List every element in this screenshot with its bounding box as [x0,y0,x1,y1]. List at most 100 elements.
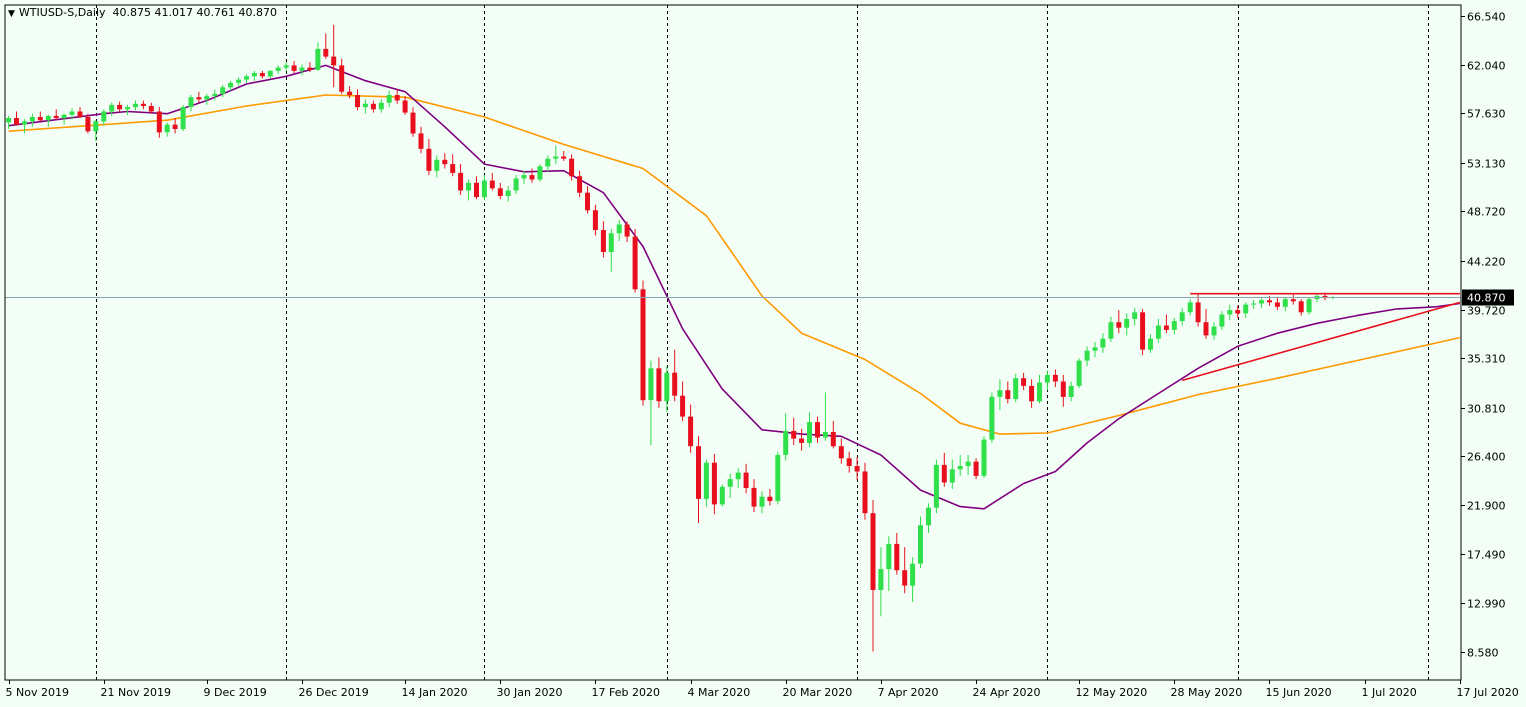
candle [299,64,305,76]
candle-body [672,372,678,396]
candle [410,107,416,137]
candle [117,101,123,112]
symbol-label: WTIUSD-S,Daily [18,6,106,19]
candle-body [688,416,694,447]
candle-body [616,224,622,234]
candle [886,536,892,592]
ma-slow-layer [8,94,1460,435]
candle-body [378,102,384,110]
candle [1140,309,1146,356]
price-tag [1462,289,1514,306]
y-tick-label: 48.720 [1467,206,1506,219]
candle-body [489,180,495,189]
x-tick-label: 28 May 2020 [1171,686,1243,699]
candle-body [1243,304,1249,314]
x-tick-label: 24 Apr 2020 [973,686,1041,699]
y-tick-label: 35.310 [1467,353,1506,366]
candle-body [553,156,559,159]
candle [1171,317,1177,335]
trendline [1181,301,1461,382]
candle [1044,370,1050,391]
candle [553,145,559,165]
candle-body [251,73,257,77]
candle [529,168,535,183]
candle [93,120,99,142]
candle-body [497,188,503,196]
candle-body [1116,322,1122,328]
candle [1037,374,1042,404]
candle-body [1163,325,1169,330]
candle-body [735,472,741,480]
x-tick-label: 17 Jul 2020 [1457,686,1519,699]
candle-body [1155,325,1161,339]
candle [569,154,575,181]
candle [632,228,638,293]
candle-body [220,87,226,94]
ma-slow-line [8,94,1460,435]
candle-body [1092,347,1098,351]
candle-body [1005,390,1011,399]
candle [355,89,360,111]
candle-body [6,118,12,123]
candle [1163,314,1169,334]
candle-body [640,289,646,401]
candle-body [386,95,392,103]
y-tick-label: 53.130 [1467,158,1506,171]
candle [600,221,606,258]
candle [1155,318,1161,343]
candle [735,468,741,488]
candle-body [1251,303,1257,305]
candle-body [521,175,527,179]
candle-body [949,469,955,483]
candle [1052,369,1058,387]
candle-body [1267,300,1272,303]
candle [585,186,590,214]
candle-body [1084,350,1090,361]
plot-frame [4,4,1462,681]
candle-body [370,103,376,110]
candle-body [418,133,424,149]
candle-body [61,114,67,119]
candle-body [212,93,218,97]
candle [608,228,614,272]
candle [767,489,773,506]
candle-body [910,563,916,586]
candle-body [727,479,733,487]
candle [180,104,186,132]
candle [933,459,939,514]
x-tick-label: 21 Nov 2019 [101,686,171,699]
candle [244,74,249,83]
candle [1259,298,1264,308]
x-tick-label: 12 May 2020 [1076,686,1148,699]
candle-body [941,464,947,483]
candle-body [1203,322,1209,336]
candle [323,33,329,59]
candle [418,126,424,154]
candle-body [172,124,178,129]
candle-body [164,124,170,133]
candle-body [442,159,448,165]
candle-body [1274,302,1280,307]
candle-body [1171,321,1177,330]
candle-body [585,192,590,211]
candle-body [537,166,543,180]
candle-body [886,543,892,570]
y-tick-label: 39.720 [1467,305,1506,318]
current-price-label: 40.870 [1467,292,1506,305]
x-tick-label: 20 Mar 2020 [783,686,853,699]
candle [109,102,115,116]
candle-body [1124,318,1130,328]
candle [680,381,686,421]
candle [1227,304,1233,320]
x-tick-label: 15 Jun 2020 [1266,686,1332,699]
candle [125,104,130,115]
candle-body [1282,299,1288,307]
ohlc-readout: 40.875 41.017 40.761 40.870 [112,6,277,19]
candle-body [1227,310,1233,315]
candle [37,111,43,122]
candle-body [902,570,908,586]
candle [1116,310,1122,334]
candle-body [1013,378,1019,400]
collapse-triangle-icon[interactable]: ▼ [8,9,15,19]
